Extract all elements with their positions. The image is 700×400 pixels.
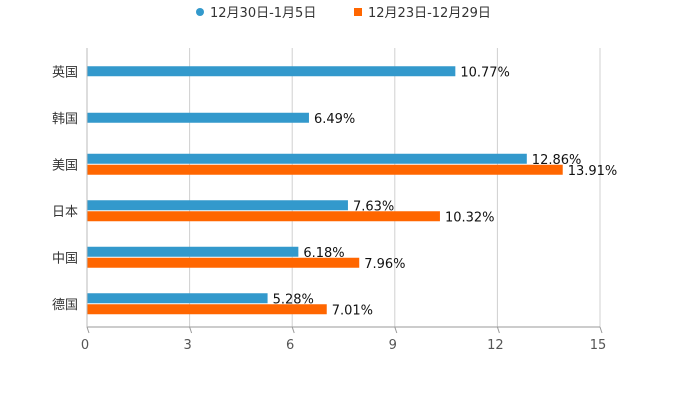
x-tick-label: 9: [389, 338, 397, 353]
data-label: 7.63%: [353, 199, 394, 214]
bar-series1: [87, 153, 527, 164]
bar-series1: [87, 112, 309, 123]
data-labels: 10.77% 6.49% 12.86%13.91% 7.63% 10.32% 6.18% 7…: [273, 65, 618, 318]
data-label: 12.86%: [532, 153, 582, 168]
tick-mark-x-15: [599, 326, 603, 334]
data-label: 5.28%: [273, 292, 314, 307]
legend: 12月30日-1月5日 12月23日-12月29日: [196, 6, 491, 21]
x-tick-label: 3: [183, 338, 191, 353]
x-tick-label: 6: [286, 338, 294, 353]
category-label: 韩国: [52, 112, 78, 127]
tick-mark-x-6: [291, 326, 295, 334]
bar-series2: [87, 304, 327, 315]
x-tick-label: 0: [81, 338, 89, 353]
grid-lines: [86, 48, 601, 327]
x-tick-label: 12: [487, 338, 504, 353]
bars: [87, 66, 563, 315]
bar-series2: [87, 211, 440, 222]
tick-mark-x-9: [394, 326, 398, 334]
bar-series1: [87, 246, 299, 257]
bar-series2: [87, 257, 360, 268]
data-label: 10.77%: [460, 65, 510, 80]
category-label: 英国: [52, 65, 78, 80]
bar-series1: [87, 200, 348, 211]
category-label: 德国: [52, 298, 78, 313]
category-label: 中国: [52, 251, 78, 266]
data-label: 6.49%: [314, 112, 355, 127]
data-label: 7.96%: [364, 257, 405, 272]
data-label: 10.32%: [445, 210, 495, 225]
legend-label: 12月30日-1月5日: [210, 6, 316, 21]
data-label: 7.01%: [332, 303, 373, 318]
tick-mark-x-12: [496, 326, 500, 334]
data-label: 6.18%: [303, 246, 344, 261]
tick-mark-x-0: [86, 326, 90, 334]
data-label: 13.91%: [568, 164, 618, 179]
category-label: 日本: [52, 205, 78, 220]
legend-marker-series1: [196, 8, 204, 16]
x-tick-label: 15: [590, 338, 607, 353]
tick-mark-x-3: [189, 326, 193, 334]
category-label: 美国: [52, 158, 78, 173]
bar-series1: [87, 293, 268, 304]
bar-series2: [87, 164, 563, 175]
legend-marker-series2: [354, 8, 362, 16]
legend-label: 12月23日-12月29日: [368, 6, 491, 21]
bar-series1: [87, 66, 456, 77]
